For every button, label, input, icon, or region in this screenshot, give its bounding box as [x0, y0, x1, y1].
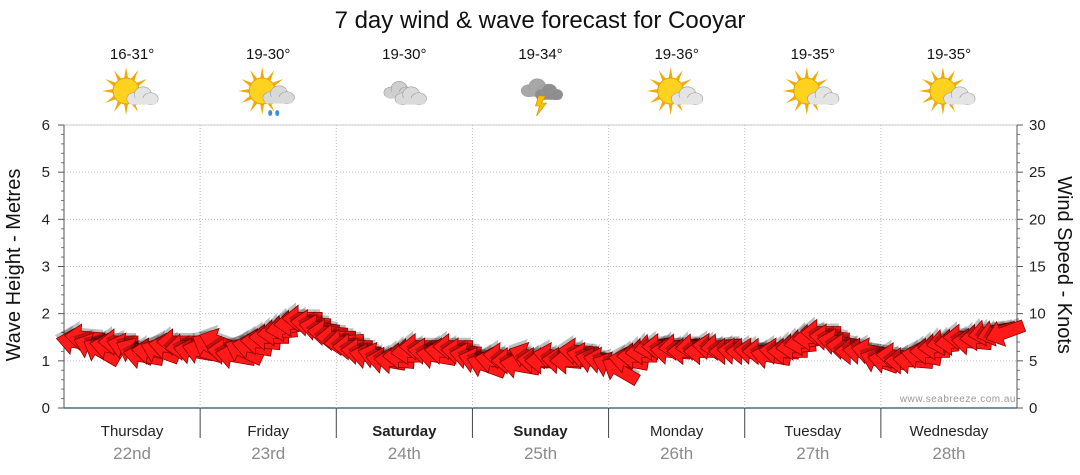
left-tick-label: 6	[42, 117, 50, 134]
chart-title: 7 day wind & wave forecast for Cooyar	[335, 7, 746, 34]
day-name-label: Sunday	[513, 423, 568, 440]
partly-cloudy-sun-icon	[918, 67, 976, 115]
day-name-label: Monday	[650, 423, 704, 440]
right-tick-label: 30	[1029, 117, 1046, 134]
thunderstorm-icon	[520, 78, 564, 117]
day-date-label: 22nd	[113, 444, 151, 463]
right-tick-label: 20	[1029, 211, 1046, 228]
day-name-label: Friday	[247, 423, 289, 440]
day-temp-range: 19-36°	[654, 46, 698, 63]
left-tick-label: 5	[42, 164, 50, 181]
right-tick-label: 25	[1029, 164, 1046, 181]
wind-arrow	[983, 317, 1027, 347]
left-tick-label: 2	[42, 306, 50, 323]
left-axis-title: Wave Height - Metres	[3, 169, 25, 362]
partly-cloudy-sun-icon	[646, 67, 704, 115]
left-tick-label: 1	[42, 353, 50, 370]
day-date-label: 24th	[388, 444, 421, 463]
left-tick-label: 0	[42, 400, 50, 417]
day-temp-range: 19-30°	[382, 46, 426, 63]
right-tick-label: 15	[1029, 259, 1046, 276]
day-date-label: 26th	[660, 444, 693, 463]
partly-cloudy-sun-icon	[782, 67, 840, 115]
watermark: www.seabreeze.com.au	[899, 394, 1016, 405]
day-date-label: 23rd	[251, 444, 285, 463]
right-tick-label: 10	[1029, 306, 1046, 323]
sun-cloud-rain-icon	[238, 67, 295, 116]
cloudy-icon	[383, 81, 427, 105]
day-temp-range: 19-35°	[791, 46, 835, 63]
right-tick-label: 5	[1029, 353, 1037, 370]
day-name-label: Saturday	[372, 423, 437, 440]
partly-cloudy-sun-icon	[102, 67, 159, 115]
day-temp-range: 19-30°	[246, 46, 290, 63]
left-tick-label: 3	[42, 259, 50, 276]
day-temp-range: 19-34°	[518, 46, 562, 63]
day-name-label: Tuesday	[784, 423, 841, 440]
day-date-label: 27th	[796, 444, 829, 463]
left-tick-label: 4	[42, 211, 50, 228]
day-date-label: 25th	[524, 444, 557, 463]
day-name-label: Wednesday	[909, 423, 988, 440]
right-tick-label: 0	[1029, 400, 1037, 417]
day-temp-range: 16-31°	[110, 46, 154, 63]
right-axis-title: Wind Speed - Knots	[1053, 176, 1075, 354]
day-date-label: 28th	[932, 444, 965, 463]
day-temp-range: 19-35°	[927, 46, 971, 63]
day-name-label: Thursday	[101, 423, 164, 440]
